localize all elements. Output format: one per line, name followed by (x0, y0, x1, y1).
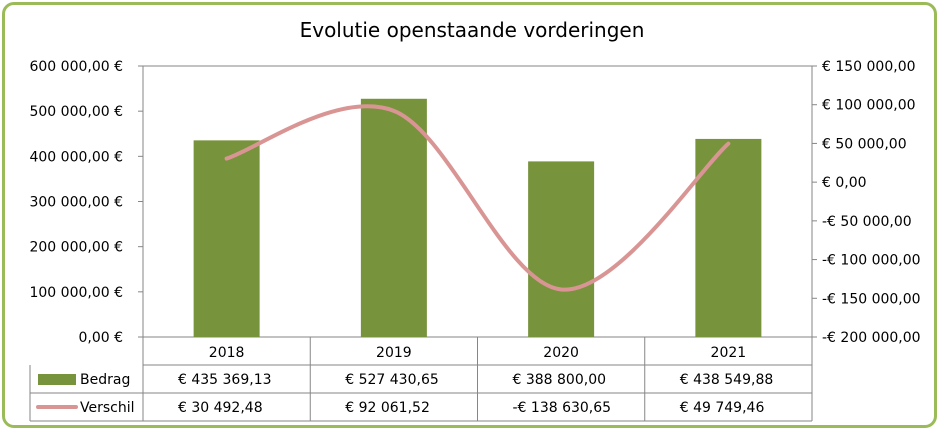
table-value-bedrag: € 388 800,00 (513, 372, 607, 388)
legend-swatch-bedrag (38, 374, 76, 385)
legend-label-bedrag: Bedrag (80, 372, 130, 388)
bar-bedrag (528, 161, 595, 337)
line-verschil (224, 104, 731, 292)
table-value-verschil: € 30 492,48 (178, 400, 263, 416)
right-axis-tick-label: -€ 150 000,00 (822, 291, 921, 307)
right-axis-tick-label: € 150 000,00 (822, 59, 916, 75)
left-axis-tick-label: 0,00 € (78, 330, 123, 346)
left-axis-tick-label: 300 000,00 € (29, 195, 123, 211)
right-axis-tick-label: -€ 200 000,00 (822, 330, 921, 346)
right-axis-tick-label: € 100 000,00 (822, 98, 916, 114)
right-axis-tick-label: € 0,00 (822, 175, 867, 191)
category-label: 2021 (711, 345, 747, 361)
chart-title: Evolutie openstaande vorderingen (300, 18, 645, 42)
bar-bedrag (695, 138, 762, 337)
left-axis-tick-label: 200 000,00 € (29, 240, 123, 256)
legend-label-verschil: Verschil (80, 400, 135, 416)
right-axis-tick-label: -€ 100 000,00 (822, 253, 921, 269)
plot-area: 0,00 € 100 000,00 € 200 000,00 € 300 000,00… (29, 59, 920, 346)
bar-bedrag (193, 140, 260, 337)
chart-frame (2, 2, 937, 428)
category-label: 2018 (209, 345, 245, 361)
category-label: 2019 (376, 345, 412, 361)
right-axis-tick-label: € 50 000,00 (822, 136, 907, 152)
table-value-verschil: € 92 061,52 (345, 400, 430, 416)
table-value-bedrag: € 435 369,13 (178, 372, 272, 388)
table-value-verschil: -€ 138 630,65 (513, 400, 612, 416)
right-axis-tick-label: -€ 50 000,00 (822, 214, 912, 230)
table-value-verschil: € 49 749,46 (680, 400, 765, 416)
data-table: 2018 2019 2020 2021 Bedrag € 435 369,13 € 527 … (29, 337, 813, 422)
category-label: 2020 (543, 345, 579, 361)
bar-bedrag (360, 98, 427, 337)
left-axis-tick-label: 100 000,00 € (29, 285, 123, 301)
table-value-bedrag: € 527 430,65 (345, 372, 439, 388)
table-value-bedrag: € 438 549,88 (680, 372, 774, 388)
left-axis-tick-label: 600 000,00 € (29, 59, 123, 75)
left-axis-tick-label: 500 000,00 € (29, 104, 123, 120)
left-axis-tick-label: 400 000,00 € (29, 149, 123, 165)
